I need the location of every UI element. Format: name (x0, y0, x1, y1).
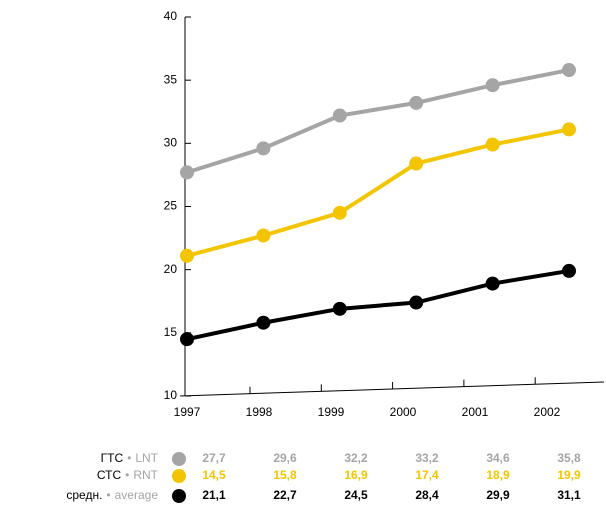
legend-dot (172, 489, 186, 503)
point (485, 137, 500, 152)
point (409, 295, 424, 310)
series-line (186, 127, 570, 258)
y-tick-label: 35 (164, 72, 178, 86)
point (485, 276, 500, 291)
value-label: 28,4 (415, 488, 439, 502)
y-tick-label: 15 (164, 325, 178, 339)
legend-label: ГТС • LNT (101, 451, 159, 465)
value-label: 24,5 (344, 488, 368, 502)
point (332, 108, 347, 123)
value-label: 15,8 (273, 468, 297, 482)
value-label: 29,6 (273, 451, 297, 465)
legend-separator: • (125, 468, 129, 482)
value-label: 35,8 (557, 451, 581, 465)
value-label: 18,9 (486, 468, 510, 482)
value-label: 16,9 (344, 468, 368, 482)
value-label: 29,9 (486, 488, 510, 502)
value-label: 27,7 (202, 451, 226, 465)
y-tick-label: 40 (164, 9, 178, 23)
point (256, 315, 271, 330)
legend-name: средн. (66, 488, 102, 502)
point (562, 63, 576, 78)
value-label: 17,4 (415, 468, 439, 482)
value-label: 19,9 (557, 468, 581, 482)
legend-label: СТС • RNT (97, 468, 159, 482)
legend-name: ГТС (101, 451, 124, 465)
legend-name: СТС (97, 468, 122, 482)
x-tick-label: 2001 (462, 405, 489, 419)
legend-alias: LNT (135, 451, 158, 465)
point (332, 205, 347, 220)
x-tick-label: 2000 (390, 405, 417, 419)
value-label: 31,1 (557, 488, 581, 502)
point (562, 122, 576, 137)
point (256, 141, 271, 156)
point (409, 156, 424, 171)
x-axis (179, 381, 605, 397)
point (256, 228, 271, 243)
y-tick-label: 30 (164, 136, 178, 150)
point (180, 248, 194, 263)
legend-label: средн. • average (66, 488, 158, 502)
point (332, 301, 347, 316)
series-line (186, 68, 570, 175)
value-label: 22,7 (273, 488, 297, 502)
y-tick-label: 20 (164, 262, 178, 276)
point (180, 165, 194, 180)
value-label: 32,2 (344, 451, 368, 465)
legend-dot (172, 469, 186, 483)
legend-separator: • (127, 451, 131, 465)
point (180, 332, 194, 347)
point (409, 95, 424, 110)
y-tick-label: 25 (164, 199, 178, 213)
legend-alias: RNT (133, 468, 158, 482)
value-label: 21,1 (202, 488, 226, 502)
legend-dot (172, 452, 186, 466)
point (485, 78, 500, 93)
x-tick-label: 2002 (534, 405, 561, 419)
value-label: 33,2 (415, 451, 439, 465)
legend-alias: average (115, 488, 159, 502)
y-tick-label: 10 (164, 388, 178, 402)
value-label: 14,5 (202, 468, 226, 482)
point (562, 263, 576, 278)
legend-separator: • (106, 488, 110, 502)
value-label: 34,6 (486, 451, 510, 465)
x-tick-label: 1998 (246, 405, 273, 419)
x-tick-label: 1997 (174, 405, 201, 419)
x-tick-label: 1999 (318, 405, 345, 419)
series-line (186, 268, 570, 342)
